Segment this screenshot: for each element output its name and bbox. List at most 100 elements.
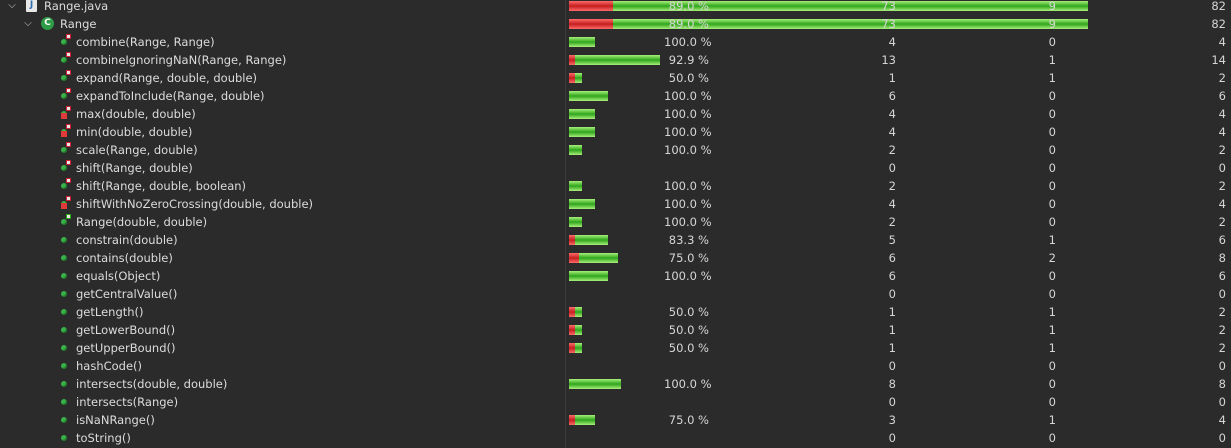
missed-count: 0 bbox=[1048, 89, 1056, 103]
covered-count: 4 bbox=[888, 197, 896, 211]
missed-segment bbox=[569, 73, 575, 83]
method-name-cell: getUpperBound() bbox=[0, 339, 560, 357]
method-name-label: getLowerBound() bbox=[76, 323, 176, 337]
public-method-icon bbox=[61, 435, 67, 441]
covered-segment bbox=[569, 109, 595, 119]
method-row[interactable]: min(double, double) 100.0 % 4 0 4 bbox=[0, 123, 1231, 141]
method-row[interactable]: combine(Range, Range) 100.0 % 4 0 4 bbox=[0, 33, 1231, 51]
method-row[interactable]: shiftWithNoZeroCrossing(double, double) 1… bbox=[0, 195, 1231, 213]
total-count: 2 bbox=[1218, 179, 1226, 193]
method-name-cell: min(double, double) bbox=[0, 123, 560, 141]
method-row[interactable]: getLowerBound() 50.0 % 1 1 2 bbox=[0, 321, 1231, 339]
method-name-cell: contains(double) bbox=[0, 249, 560, 267]
missed-count: 0 bbox=[1048, 107, 1056, 121]
covered-segment bbox=[569, 217, 582, 227]
coverage-percent bbox=[664, 159, 709, 177]
covered-count: 1 bbox=[888, 323, 896, 337]
method-row[interactable]: getCentralValue() 0 0 0 bbox=[0, 285, 1231, 303]
method-row[interactable]: toString() 0 0 0 bbox=[0, 429, 1231, 447]
coverage-bar bbox=[569, 123, 664, 141]
coverage-bar bbox=[569, 105, 664, 123]
missed-count: 0 bbox=[1048, 125, 1056, 139]
coverage-percent: 100.0 % bbox=[664, 107, 712, 121]
file-name-cell: ⌵ J Range.java bbox=[0, 0, 560, 15]
static-marker-icon bbox=[66, 124, 71, 129]
method-name-label: min(double, double) bbox=[76, 125, 193, 139]
method-name-cell: expand(Range, double, double) bbox=[0, 69, 560, 87]
covered-count: 2 bbox=[888, 143, 896, 157]
column-divider bbox=[565, 0, 566, 448]
covered-count: 13 bbox=[881, 53, 896, 67]
missed-count: 0 bbox=[1048, 287, 1056, 301]
covered-count: 0 bbox=[888, 395, 896, 409]
covered-count: 2 bbox=[888, 215, 896, 229]
coverage-percent: 100.0 % bbox=[664, 377, 712, 391]
total-count: 0 bbox=[1218, 161, 1226, 175]
missed-count: 0 bbox=[1048, 35, 1056, 49]
coverage-bar bbox=[569, 339, 664, 357]
coverage-percent: 75.0 % bbox=[668, 251, 709, 265]
method-name-label: constrain(double) bbox=[76, 233, 178, 247]
method-row[interactable]: Range(double, double) 100.0 % 2 0 2 bbox=[0, 213, 1231, 231]
public-method-icon bbox=[61, 291, 67, 297]
coverage-percent: 100.0 % bbox=[664, 89, 712, 103]
method-row[interactable]: getLength() 50.0 % 1 1 2 bbox=[0, 303, 1231, 321]
method-name-cell: getLowerBound() bbox=[0, 321, 560, 339]
missed-count: 1 bbox=[1048, 305, 1056, 319]
method-row[interactable]: getUpperBound() 50.0 % 1 1 2 bbox=[0, 339, 1231, 357]
method-row[interactable]: intersects(Range) 0 0 0 bbox=[0, 393, 1231, 411]
class-name-label: Range bbox=[60, 17, 97, 31]
method-row[interactable]: intersects(double, double) 100.0 % 8 0 8 bbox=[0, 375, 1231, 393]
file-row[interactable]: ⌵ J Range.java 89.0 % 73 9 82 bbox=[0, 0, 1231, 15]
covered-segment bbox=[569, 145, 582, 155]
static-marker-icon bbox=[66, 52, 71, 57]
method-row[interactable]: expand(Range, double, double) 50.0 % 1 1 2 bbox=[0, 69, 1231, 87]
public-method-icon bbox=[61, 147, 67, 153]
method-row[interactable]: contains(double) 75.0 % 6 2 8 bbox=[0, 249, 1231, 267]
covered-count: 73 bbox=[881, 0, 896, 13]
method-name-cell: getLength() bbox=[0, 303, 560, 321]
method-row[interactable]: combineIgnoringNaN(Range, Range) 92.9 % 13… bbox=[0, 51, 1231, 69]
method-name-cell: combine(Range, Range) bbox=[0, 33, 560, 51]
covered-segment bbox=[613, 1, 1088, 11]
missed-segment bbox=[569, 253, 579, 263]
total-count: 2 bbox=[1218, 71, 1226, 85]
method-row[interactable]: equals(Object) 100.0 % 6 0 6 bbox=[0, 267, 1231, 285]
method-name-cell: shift(Range, double) bbox=[0, 159, 560, 177]
method-row[interactable]: scale(Range, double) 100.0 % 2 0 2 bbox=[0, 141, 1231, 159]
method-name-label: getUpperBound() bbox=[76, 341, 176, 355]
method-row[interactable]: expandToInclude(Range, double) 100.0 % 6 0 6 bbox=[0, 87, 1231, 105]
method-row[interactable]: isNaNRange() 75.0 % 3 1 4 bbox=[0, 411, 1231, 429]
method-name-cell: intersects(Range) bbox=[0, 393, 560, 411]
covered-segment bbox=[569, 271, 608, 281]
public-method-icon bbox=[61, 381, 67, 387]
covered-count: 6 bbox=[888, 89, 896, 103]
method-row[interactable]: shift(Range, double, boolean) 100.0 % 2 0 2 bbox=[0, 177, 1231, 195]
public-method-icon bbox=[61, 75, 67, 81]
java-file-icon: J bbox=[26, 0, 37, 12]
coverage-percent: 100.0 % bbox=[664, 125, 712, 139]
method-row[interactable]: max(double, double) 100.0 % 4 0 4 bbox=[0, 105, 1231, 123]
coverage-bar bbox=[569, 393, 664, 411]
coverage-percent bbox=[664, 393, 709, 411]
coverage-percent bbox=[664, 429, 709, 447]
public-method-icon bbox=[61, 417, 67, 423]
coverage-percent bbox=[664, 357, 709, 375]
method-name-label: combineIgnoringNaN(Range, Range) bbox=[76, 53, 287, 67]
method-row[interactable]: constrain(double) 83.3 % 5 1 6 bbox=[0, 231, 1231, 249]
method-name-label: Range(double, double) bbox=[76, 215, 208, 229]
coverage-percent: 50.0 % bbox=[668, 323, 709, 337]
missed-count: 0 bbox=[1048, 395, 1056, 409]
missed-segment bbox=[569, 325, 575, 335]
public-method-icon bbox=[61, 399, 67, 405]
class-row[interactable]: ⌵ C Range 89.0 % 73 9 82 bbox=[0, 15, 1231, 33]
chevron-down-icon[interactable]: ⌵ bbox=[8, 0, 16, 11]
method-row[interactable]: hashCode() 0 0 0 bbox=[0, 357, 1231, 375]
covered-segment bbox=[575, 307, 582, 317]
chevron-down-icon[interactable]: ⌵ bbox=[24, 18, 32, 29]
coverage-bar bbox=[569, 285, 664, 303]
method-name-label: intersects(Range) bbox=[76, 395, 179, 409]
public-method-icon bbox=[61, 93, 67, 99]
static-marker-icon bbox=[66, 196, 71, 201]
method-row[interactable]: shift(Range, double) 0 0 0 bbox=[0, 159, 1231, 177]
